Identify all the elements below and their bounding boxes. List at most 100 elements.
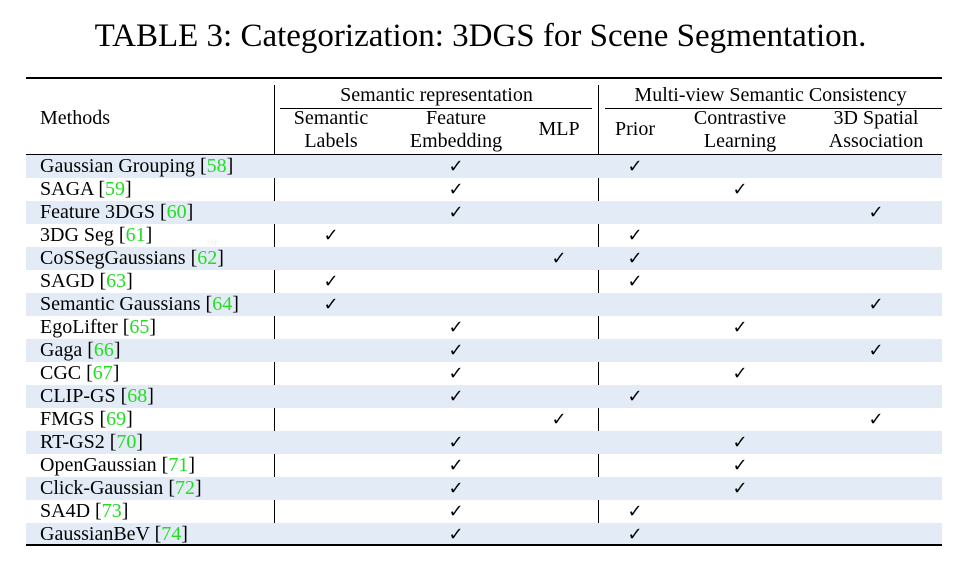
citation-link[interactable]: 71 [168, 454, 189, 476]
check-mark-prior: ✓ [627, 524, 643, 545]
check-mark-feature-embedding: ✓ [448, 501, 464, 522]
method-label: Feature 3DGS [40, 201, 155, 223]
check-mark-feature-embedding: ✓ [448, 156, 464, 177]
method-label: GaussianBeV [40, 523, 150, 545]
check-mark-3d-spatial-association: ✓ [868, 202, 884, 223]
table-row: OpenGaussian [71] ✓ ✓ [26, 454, 942, 477]
method-name: FMGS [69] [40, 408, 133, 430]
check-mark-3d-spatial-association: ✓ [868, 294, 884, 315]
citation-link[interactable]: 69 [106, 408, 127, 430]
column-header-line1: Semantic [293, 107, 369, 129]
method-name: Gaussian Grouping [58] [40, 155, 234, 177]
group-rule-multiview [605, 108, 942, 109]
table-header-rule [26, 154, 942, 155]
check-mark-contrastive-learning: ✓ [732, 432, 748, 453]
column-header-line2: Labels [304, 130, 358, 152]
column-header-line1: Feature [426, 107, 486, 129]
table-row: Gaga [66] ✓ ✓ [26, 339, 942, 362]
table-row: CLIP-GS [68] ✓ ✓ [26, 385, 942, 408]
check-mark-contrastive-learning: ✓ [732, 455, 748, 476]
group-header-multiview-consistency: Multi-view Semantic Consistency [634, 84, 907, 106]
method-name: CLIP-GS [68] [40, 385, 154, 407]
method-label: SAGD [40, 270, 95, 292]
table-row: Gaussian Grouping [58] ✓ ✓ [26, 155, 942, 178]
citation-link[interactable]: 60 [166, 201, 187, 223]
column-header-feature-embedding: Feature Embedding [386, 107, 526, 153]
method-label: FMGS [40, 408, 95, 430]
header-methods: Methods [40, 107, 110, 129]
column-header-prior: Prior [600, 118, 670, 141]
check-mark-prior: ✓ [627, 225, 643, 246]
table-top-rule [26, 77, 942, 79]
check-mark-feature-embedding: ✓ [448, 202, 464, 223]
method-label: SAGA [40, 178, 94, 200]
table-row: 3DG Seg [61] ✓ ✓ [26, 224, 942, 247]
check-mark-prior: ✓ [627, 248, 643, 269]
check-mark-feature-embedding: ✓ [448, 478, 464, 499]
method-label: CoSSegGaussians [40, 247, 186, 269]
method-name: Gaga [66] [40, 339, 121, 361]
method-label: Gaussian Grouping [40, 155, 195, 177]
check-mark-prior: ✓ [627, 386, 643, 407]
column-header-mlp: MLP [524, 118, 594, 141]
method-name: CoSSegGaussians [62] [40, 247, 224, 269]
check-mark-feature-embedding: ✓ [448, 179, 464, 200]
citation-link[interactable]: 73 [101, 500, 122, 522]
method-name: SAGA [59] [40, 178, 132, 200]
column-header-semantic-labels: Semantic Labels [281, 107, 381, 153]
citation-link[interactable]: 64 [212, 293, 233, 315]
check-mark-semantic-labels: ✓ [323, 271, 339, 292]
group-rule-semantic [280, 108, 592, 109]
method-label: 3DG Seg [40, 224, 114, 246]
method-name: Feature 3DGS [60] [40, 201, 194, 223]
method-label: CGC [40, 362, 82, 384]
method-name: Click-Gaussian [72] [40, 477, 202, 499]
check-mark-feature-embedding: ✓ [448, 317, 464, 338]
check-mark-feature-embedding: ✓ [448, 455, 464, 476]
group-header-semantic-representation: Semantic representation [340, 84, 533, 106]
column-header-line1: Prior [615, 118, 655, 140]
citation-link[interactable]: 68 [127, 385, 148, 407]
column-header-line2: Association [828, 130, 924, 152]
column-header-line2: Embedding [409, 130, 503, 152]
citation-link[interactable]: 67 [92, 362, 113, 384]
citation-link[interactable]: 62 [197, 247, 218, 269]
citation-link[interactable]: 59 [105, 178, 126, 200]
method-name: RT-GS2 [70] [40, 431, 144, 453]
citation-link[interactable]: 58 [206, 155, 227, 177]
table-row: CoSSegGaussians [62] ✓ ✓ [26, 247, 942, 270]
column-header-3d-spatial-association: 3D Spatial Association [806, 107, 946, 153]
table-row: RT-GS2 [70] ✓ ✓ [26, 431, 942, 454]
check-mark-semantic-labels: ✓ [323, 225, 339, 246]
method-name: OpenGaussian [71] [40, 454, 195, 476]
check-mark-mlp: ✓ [551, 409, 567, 430]
check-mark-contrastive-learning: ✓ [732, 363, 748, 384]
citation-link[interactable]: 74 [161, 523, 182, 545]
check-mark-prior: ✓ [627, 501, 643, 522]
table-row: Feature 3DGS [60] ✓ ✓ [26, 201, 942, 224]
column-header-line2: Learning [703, 130, 777, 152]
method-label: Click-Gaussian [40, 477, 164, 499]
method-name: 3DG Seg [61] [40, 224, 153, 246]
method-name: Semantic Gaussians [64] [40, 293, 239, 315]
table-row: SAGA [59] ✓ ✓ [26, 178, 942, 201]
citation-link[interactable]: 61 [125, 224, 146, 246]
check-mark-feature-embedding: ✓ [448, 386, 464, 407]
method-label: SA4D [40, 500, 91, 522]
table-row: CGC [67] ✓ ✓ [26, 362, 942, 385]
table-row: SA4D [73] ✓ ✓ [26, 500, 942, 523]
citation-link[interactable]: 72 [174, 477, 195, 499]
check-mark-semantic-labels: ✓ [323, 294, 339, 315]
table-row: GaussianBeV [74] ✓ ✓ [26, 523, 942, 546]
check-mark-contrastive-learning: ✓ [732, 478, 748, 499]
check-mark-feature-embedding: ✓ [448, 524, 464, 545]
citation-link[interactable]: 70 [116, 431, 137, 453]
citation-link[interactable]: 65 [129, 316, 150, 338]
method-name: EgoLifter [65] [40, 316, 157, 338]
method-name: SA4D [73] [40, 500, 129, 522]
method-label: EgoLifter [40, 316, 118, 338]
citation-link[interactable]: 63 [106, 270, 127, 292]
method-label: Semantic Gaussians [40, 293, 201, 315]
citation-link[interactable]: 66 [93, 339, 114, 361]
check-mark-mlp: ✓ [551, 248, 567, 269]
